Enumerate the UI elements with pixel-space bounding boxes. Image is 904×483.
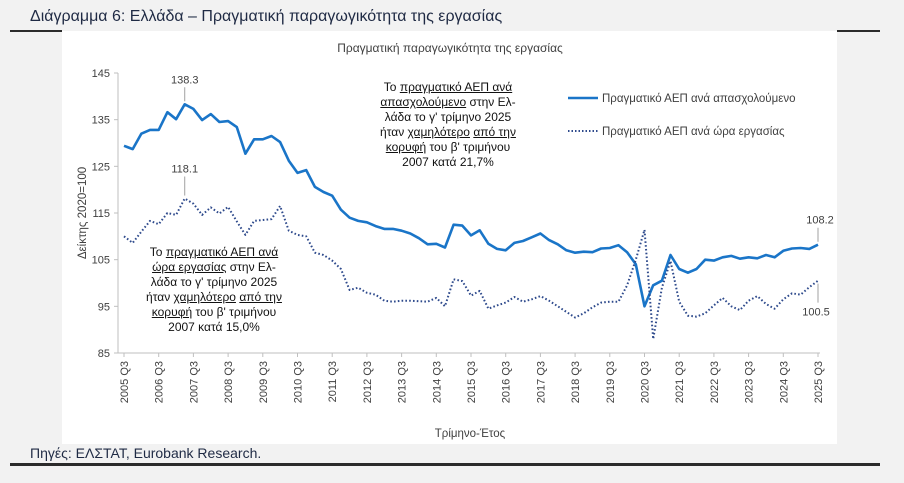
annotation-text: ήταν — [146, 290, 174, 304]
annotation-text: 2007 κατά 21,7% — [402, 155, 494, 169]
figure-title: Διάγραμμα 6: Ελλάδα – Πραγματική παραγωγ… — [30, 8, 503, 25]
x-tick-label: 2012 Q3 — [362, 361, 374, 403]
x-tick-label: 2017 Q3 — [535, 361, 547, 403]
x-tick-label: 2007 Q3 — [188, 361, 200, 403]
x-tick-label: 2008 Q3 — [223, 361, 235, 403]
annotation-underlined-text: ώρα εργασίας — [152, 260, 227, 274]
x-tick-label: 2022 Q3 — [709, 361, 721, 403]
x-tick-label: 2009 Q3 — [258, 361, 270, 403]
annotation-text: στην Ελ- — [466, 95, 516, 109]
x-tick-label: 2016 Q3 — [501, 361, 513, 403]
legend: Πραγματικό ΑΕΠ ανά απασχολούμενο Πραγματ… — [568, 93, 796, 138]
x-tick-label: 2020 Q3 — [640, 361, 652, 403]
annotation-text: Το — [383, 80, 400, 94]
axes: 85 95 105 115 125 135 145 2005 Q3 2006 Q3 2007 Q3… — [92, 68, 825, 403]
top-rule-right — [837, 30, 880, 32]
last-label-hour: 100.5 — [802, 307, 830, 319]
x-tick-label: 2019 Q3 — [605, 361, 617, 403]
x-tick-label: 2011 Q3 — [327, 361, 339, 402]
annotation-hour: Το πραγματικό ΑΕΠ ανά ώρα εργασίας στην … — [116, 245, 312, 335]
annotation-underlined-text: χαμηλότερο — [173, 290, 236, 304]
legend-label-employee: Πραγματικό ΑΕΠ ανά απασχολούμενο — [602, 93, 796, 105]
annotation-underlined-text: από την — [239, 290, 282, 304]
x-tick-label: 2018 Q3 — [570, 361, 582, 403]
x-axis-label: Τρίμηνο-Έτος — [435, 428, 506, 440]
y-tick-label: 105 — [92, 255, 110, 267]
annotation-underlined-text: κορυφή — [385, 140, 427, 154]
x-tick-label: 2024 Q3 — [778, 361, 790, 403]
x-tick-label: 2006 Q3 — [154, 361, 166, 403]
y-tick-label: 115 — [92, 208, 110, 220]
annotation-underlined-text: χαμηλότερο — [407, 125, 470, 139]
peak-label-employee: 138.3 — [171, 74, 199, 86]
y-tick-label: 125 — [92, 161, 110, 173]
bottom-rule — [10, 463, 880, 466]
y-tick-label: 135 — [92, 115, 110, 127]
x-tick-label: 2005 Q3 — [119, 361, 131, 403]
top-rule-left — [10, 30, 62, 32]
peak-label-hour: 118.1 — [171, 164, 198, 176]
data-labels: 138.3 118.1 108.2 100.5 — [171, 74, 834, 318]
x-tick-label: 2010 Q3 — [293, 361, 305, 403]
annotation-employee: Το πραγματικό ΑΕΠ ανά απασχολούμενο στην… — [353, 80, 543, 170]
annotation-underlined-text: κορυφή — [151, 305, 193, 319]
annotation-text: λάδα το γ' τρίμηνο 2025 — [150, 275, 278, 289]
y-tick-label: 95 — [98, 301, 110, 313]
annotation-text: του β' τριμήνου — [192, 305, 277, 319]
y-tick-label: 85 — [98, 348, 110, 360]
annotation-underlined-text: από την — [473, 125, 516, 139]
source-note: Πηγές: ΕΛΣΤΑΤ, Eurobank Research. — [30, 445, 262, 461]
legend-label-hour: Πραγματικό ΑΕΠ ανά ώρα εργασίας — [602, 126, 785, 138]
annotation-text: 2007 κατά 15,0% — [168, 320, 260, 334]
annotation-text: ήταν — [380, 125, 408, 139]
x-tick-label: 2025 Q3 — [813, 361, 825, 403]
y-axis-label: Δείκτης 2020=100 — [77, 167, 89, 259]
series-line-employee — [123, 103, 819, 308]
series-line-hour — [123, 197, 819, 340]
x-tick-label: 2015 Q3 — [466, 361, 478, 403]
annotation-text: του β' τριμήνου — [426, 140, 511, 154]
x-tick-label: 2023 Q3 — [744, 361, 756, 403]
annotation-underlined-text: απασχολούμενο — [380, 95, 467, 109]
annotation-underlined-text: πραγματικό ΑΕΠ ανά — [165, 245, 279, 259]
x-tick-label: 2014 Q3 — [431, 361, 443, 403]
annotation-text: λάδα το γ' τρίμηνο 2025 — [384, 110, 512, 124]
annotation-underlined-text: πραγματικό ΑΕΠ ανά — [399, 80, 513, 94]
annotation-text: στην Ελ- — [226, 260, 276, 274]
chart-title: Πραγματική παραγωγικότητα της εργασίας — [337, 41, 563, 55]
series-lines — [123, 103, 819, 340]
last-label-employee: 108.2 — [806, 215, 834, 227]
y-tick-label: 145 — [92, 68, 110, 80]
x-tick-label: 2021 Q3 — [674, 361, 686, 403]
annotation-text: Το — [149, 245, 166, 259]
x-tick-label: 2013 Q3 — [397, 361, 409, 403]
